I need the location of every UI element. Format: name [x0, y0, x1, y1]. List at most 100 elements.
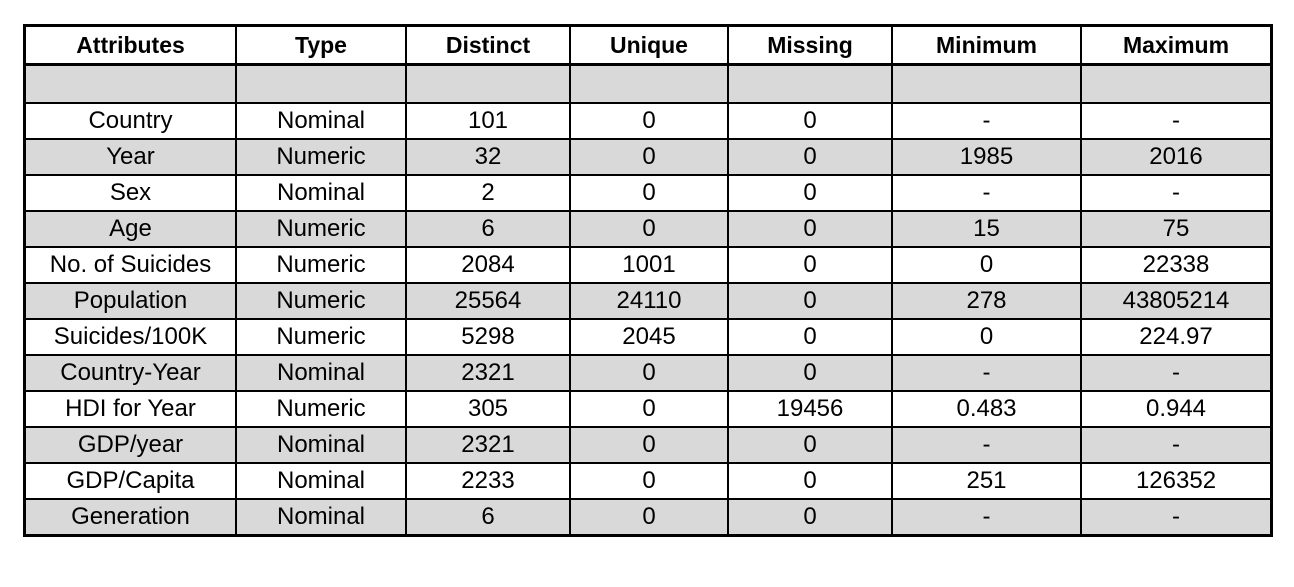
header-row: Attributes Type Distinct Unique Missing …: [24, 25, 1272, 66]
cell-missing: 19456: [727, 390, 893, 428]
cell-attribute: Age: [24, 210, 237, 248]
cell-type: Nominal: [235, 462, 407, 500]
cell-unique: 2045: [569, 318, 729, 356]
cell-maximum: 224.97: [1080, 318, 1272, 356]
cell-missing: 0: [727, 498, 893, 536]
spacer-cell: [24, 63, 237, 104]
table-body: Country Nominal 101 0 0- - Year Numeric 32 0 0 1985…: [24, 63, 1272, 536]
cell-missing: 0: [727, 174, 893, 212]
table-row: Population Numeric 25564 24110 0 278 43805214: [24, 282, 1272, 320]
cell-distinct: 2084: [405, 246, 571, 284]
header-minimum: Minimum: [891, 25, 1082, 66]
header-distinct: Distinct: [405, 25, 571, 66]
spacer-cell: [891, 63, 1082, 104]
cell-type: Nominal: [235, 174, 407, 212]
cell-type: Nominal: [235, 102, 407, 140]
table-row: HDI for Year Numeric 305 0 19456 0.483 0.944: [24, 390, 1272, 428]
cell-maximum: 0.944: [1080, 390, 1272, 428]
cell-missing: 0: [727, 246, 893, 284]
cell-type: Nominal: [235, 498, 407, 536]
cell-type: Numeric: [235, 318, 407, 356]
cell-distinct: 2: [405, 174, 571, 212]
cell-minimum: -: [891, 354, 1082, 392]
header-type: Type: [235, 25, 407, 66]
cell-maximum: 126352: [1080, 462, 1272, 500]
spacer-cell: [569, 63, 729, 104]
cell-maximum: 75: [1080, 210, 1272, 248]
cell-maximum: -: [1080, 102, 1272, 140]
cell-attribute: HDI for Year: [24, 390, 237, 428]
cell-maximum: -: [1080, 426, 1272, 464]
cell-minimum: 251: [891, 462, 1082, 500]
cell-minimum: 0.483: [891, 390, 1082, 428]
cell-minimum: 0: [891, 246, 1082, 284]
cell-distinct: 6: [405, 210, 571, 248]
cell-type: Nominal: [235, 354, 407, 392]
cell-distinct: 2321: [405, 354, 571, 392]
cell-unique: 0: [569, 426, 729, 464]
attributes-table: Attributes Type Distinct Unique Missing …: [23, 24, 1273, 537]
cell-attribute: Year: [24, 138, 237, 176]
attributes-table-container: Attributes Type Distinct Unique Missing …: [23, 24, 1273, 537]
cell-distinct: 101: [405, 102, 571, 140]
cell-distinct: 2233: [405, 462, 571, 500]
cell-unique: 0: [569, 138, 729, 176]
cell-minimum: -: [891, 498, 1082, 536]
cell-missing: 0: [727, 138, 893, 176]
cell-unique: 1001: [569, 246, 729, 284]
cell-maximum: -: [1080, 174, 1272, 212]
cell-attribute: Suicides/100K: [24, 318, 237, 356]
cell-minimum: 0: [891, 318, 1082, 356]
cell-minimum: 278: [891, 282, 1082, 320]
table-row: No. of Suicides Numeric 2084 1001 0 0 22338: [24, 246, 1272, 284]
cell-attribute: Population: [24, 282, 237, 320]
cell-type: Numeric: [235, 282, 407, 320]
header-attributes: Attributes: [24, 25, 237, 66]
header-maximum: Maximum: [1080, 25, 1272, 66]
cell-unique: 0: [569, 498, 729, 536]
cell-missing: 0: [727, 426, 893, 464]
cell-minimum: 1985: [891, 138, 1082, 176]
cell-unique: 0: [569, 354, 729, 392]
cell-type: Numeric: [235, 210, 407, 248]
cell-missing: 0: [727, 462, 893, 500]
cell-distinct: 32: [405, 138, 571, 176]
table-row: GDP/year Nominal 2321 0 0- -: [24, 426, 1272, 464]
empty-spacer-row: [24, 63, 1272, 104]
cell-minimum: -: [891, 426, 1082, 464]
cell-attribute: No. of Suicides: [24, 246, 237, 284]
cell-distinct: 6: [405, 498, 571, 536]
table-row: Year Numeric 32 0 0 1985 2016: [24, 138, 1272, 176]
cell-minimum: 15: [891, 210, 1082, 248]
header-missing: Missing: [727, 25, 893, 66]
cell-missing: 0: [727, 210, 893, 248]
cell-type: Numeric: [235, 138, 407, 176]
table-row: Age Numeric 6 0 0 15 75: [24, 210, 1272, 248]
cell-maximum: 22338: [1080, 246, 1272, 284]
cell-missing: 0: [727, 318, 893, 356]
cell-attribute: Sex: [24, 174, 237, 212]
cell-unique: 24110: [569, 282, 729, 320]
table-header: Attributes Type Distinct Unique Missing …: [24, 25, 1272, 66]
table-row: Country Nominal 101 0 0- -: [24, 102, 1272, 140]
cell-unique: 0: [569, 174, 729, 212]
table-row: Suicides/100K Numeric 5298 2045 0 0 224.97: [24, 318, 1272, 356]
cell-distinct: 25564: [405, 282, 571, 320]
cell-unique: 0: [569, 390, 729, 428]
cell-unique: 0: [569, 462, 729, 500]
cell-missing: 0: [727, 354, 893, 392]
cell-minimum: -: [891, 102, 1082, 140]
table-row: Generation Nominal 6 0 0- -: [24, 498, 1272, 536]
cell-type: Nominal: [235, 426, 407, 464]
cell-distinct: 5298: [405, 318, 571, 356]
spacer-cell: [727, 63, 893, 104]
cell-maximum: 2016: [1080, 138, 1272, 176]
table-row: Sex Nominal 2 0 0- -: [24, 174, 1272, 212]
cell-attribute: Country: [24, 102, 237, 140]
table-row: GDP/Capita Nominal 2233 0 0 251 126352: [24, 462, 1272, 500]
header-unique: Unique: [569, 25, 729, 66]
cell-attribute: Country-Year: [24, 354, 237, 392]
cell-maximum: -: [1080, 498, 1272, 536]
cell-minimum: -: [891, 174, 1082, 212]
cell-unique: 0: [569, 102, 729, 140]
